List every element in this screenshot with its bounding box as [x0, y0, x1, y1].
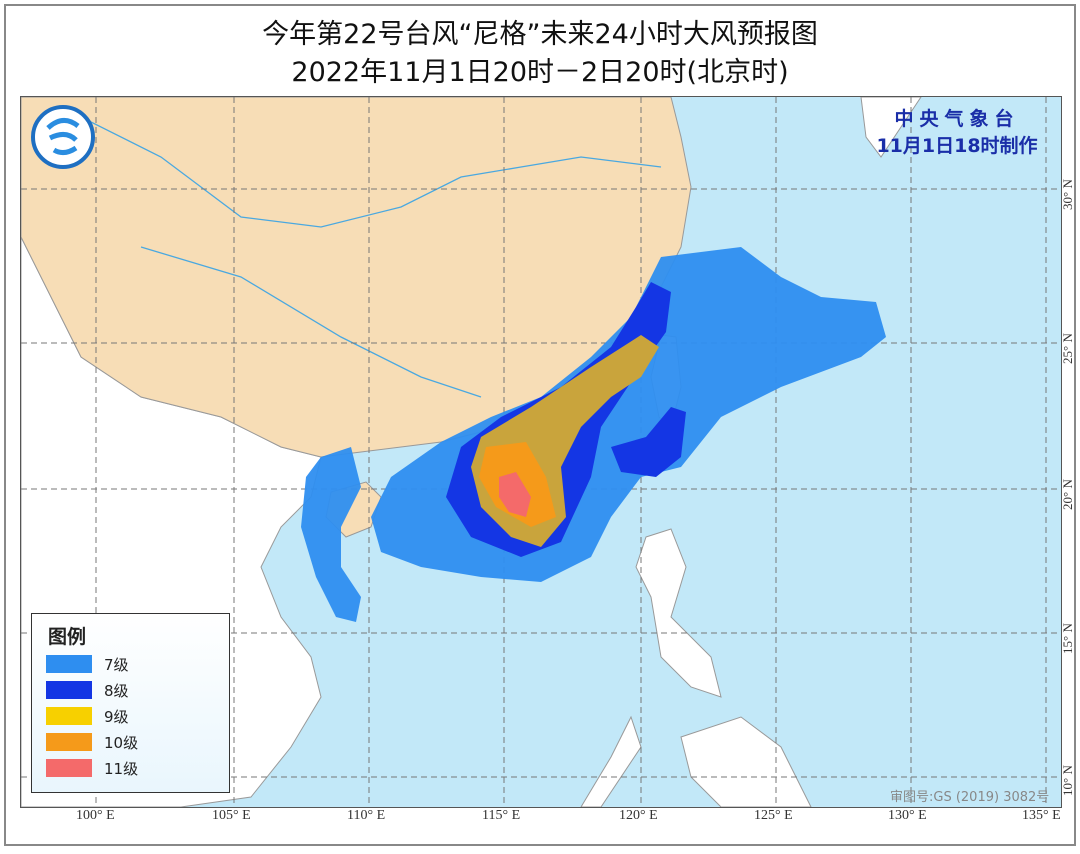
lon-label: 120° E [619, 808, 658, 823]
legend-item-9: 9级 [46, 706, 129, 726]
legend-label: 7级 [104, 655, 129, 674]
cma-logo [31, 105, 95, 169]
lon-label: 125° E [754, 808, 793, 823]
legend-label: 9级 [104, 707, 129, 726]
river [140, 246, 482, 398]
legend-title: 图例 [48, 626, 87, 648]
agency-name: 中央气象台 [894, 108, 1020, 130]
frame-border [4, 4, 1076, 846]
lon-label: 100° E [76, 808, 115, 823]
legend-label: 8级 [104, 681, 129, 700]
lon-label: 105° E [212, 808, 251, 823]
legend-item-7: 7级 [46, 654, 129, 674]
wind-zone-level-11 [499, 472, 531, 517]
lon-label: 110° E [347, 808, 386, 823]
legend-swatch [46, 707, 92, 725]
lat-label: 15° N [1060, 623, 1075, 654]
legend-swatch [46, 759, 92, 777]
legend-item-8: 8级 [46, 680, 129, 700]
legend-label: 10级 [104, 733, 139, 752]
lat-label: 25° N [1060, 333, 1075, 364]
legend-label: 11级 [104, 759, 139, 778]
production-time: 11月1日18时制作 [876, 135, 1038, 157]
lat-label: 20° N [1060, 479, 1075, 510]
legend-swatch [46, 655, 92, 673]
legend-swatch [46, 681, 92, 699]
legend-item-10: 10级 [46, 732, 138, 752]
lon-label: 115° E [482, 808, 521, 823]
legend-swatch [46, 733, 92, 751]
map-subtitle: 2022年11月1日20时－2日20时(北京时) [291, 57, 789, 88]
legend: 图例 7级 8级 9级 10级 11级 [31, 613, 230, 793]
river [80, 116, 662, 228]
lat-label: 30° N [1060, 179, 1075, 210]
map-title: 今年第22号台风“尼格”未来24小时大风预报图 [262, 19, 818, 50]
palawan [580, 715, 642, 807]
lon-label: 135° E [1022, 808, 1061, 823]
lon-label: 130° E [888, 808, 927, 823]
map-area [20, 96, 1062, 808]
legend-item-11: 11级 [46, 758, 138, 778]
philippines-luzon [635, 528, 722, 698]
agency-stamp: 中央气象台 11月1日18时制作 [872, 106, 1042, 160]
approval-number: 审图号:GS (2019) 3082号 [890, 790, 1050, 805]
lat-label: 10° N [1060, 765, 1075, 796]
japan-islands [860, 97, 922, 158]
